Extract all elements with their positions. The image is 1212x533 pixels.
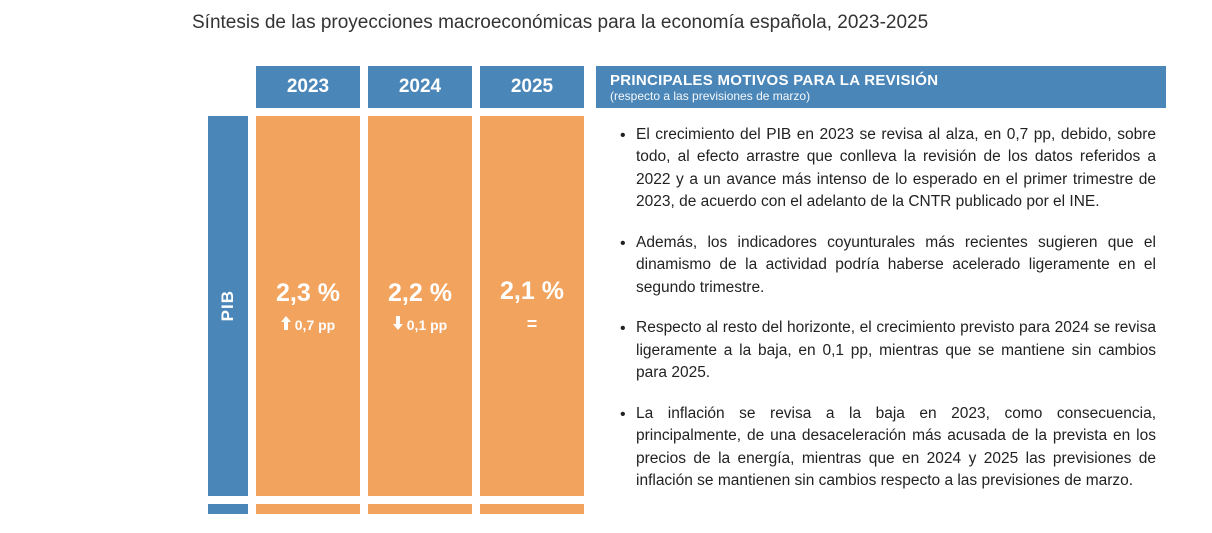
row-label-text: PIB bbox=[218, 290, 238, 321]
bullet-item: Además, los indicadores coyunturales más… bbox=[620, 232, 1156, 299]
bullet-item: El crecimiento del PIB en 2023 se revisa… bbox=[620, 124, 1156, 214]
cell-change-text: 0,1 pp bbox=[407, 317, 447, 333]
bullet-item: La inflación se revisa a la baja en 2023… bbox=[620, 403, 1156, 493]
cell-pib-2024: 2,2 % 0,1 pp bbox=[368, 116, 472, 496]
cell-change: = bbox=[527, 314, 538, 335]
motivos-subtitle: (respecto a las previsiones de marzo) bbox=[610, 89, 1152, 103]
arrow-up-icon bbox=[281, 316, 291, 333]
cell-next-2023 bbox=[256, 504, 360, 514]
cell-pib-2023: 2,3 % 0,7 pp bbox=[256, 116, 360, 496]
motivos-column: PRINCIPALES MOTIVOS PARA LA REVISIÓN (re… bbox=[596, 66, 1166, 522]
cell-change: 0,1 pp bbox=[393, 316, 447, 333]
year-header-2025: 2025 bbox=[480, 66, 584, 108]
year-col-2023: 2023 2,3 % 0,7 pp bbox=[256, 66, 360, 522]
motivos-title: PRINCIPALES MOTIVOS PARA LA REVISIÓN bbox=[610, 72, 1152, 89]
cell-value: 2,2 % bbox=[388, 279, 452, 308]
year-header-2024: 2024 bbox=[368, 66, 472, 108]
page-title: Síntesis de las proyecciones macroeconóm… bbox=[192, 12, 1212, 34]
cell-change-text: 0,7 pp bbox=[295, 317, 335, 333]
year-header-2023: 2023 bbox=[256, 66, 360, 108]
cell-change: 0,7 pp bbox=[281, 316, 335, 333]
equal-icon: = bbox=[527, 314, 538, 335]
row-label-pib: PIB bbox=[208, 116, 248, 496]
cell-value: 2,1 % bbox=[500, 277, 564, 306]
year-col-2024: 2024 2,2 % 0,1 pp bbox=[368, 66, 472, 522]
cell-value: 2,3 % bbox=[276, 279, 340, 308]
cell-next-2024 bbox=[368, 504, 472, 514]
cell-next-2025 bbox=[480, 504, 584, 514]
arrow-down-icon bbox=[393, 316, 403, 333]
row-labels-column: PIB bbox=[208, 66, 248, 522]
bullet-item: Respecto al resto del horizonte, el crec… bbox=[620, 317, 1156, 384]
cell-pib-2025: 2,1 % = bbox=[480, 116, 584, 496]
row-label-next bbox=[208, 504, 248, 514]
motivos-header: PRINCIPALES MOTIVOS PARA LA REVISIÓN (re… bbox=[596, 66, 1166, 108]
infographic-container: Síntesis de las proyecciones macroeconóm… bbox=[0, 0, 1212, 522]
year-col-2025: 2025 2,1 % = bbox=[480, 66, 584, 522]
projection-grid: PIB 2023 2,3 % 0,7 pp 20 bbox=[208, 66, 1212, 522]
year-columns: 2023 2,3 % 0,7 pp 2024 2,2 % bbox=[256, 66, 584, 522]
motivos-bullets: El crecimiento del PIB en 2023 se revisa… bbox=[596, 108, 1166, 493]
row-label-spacer bbox=[208, 66, 248, 108]
